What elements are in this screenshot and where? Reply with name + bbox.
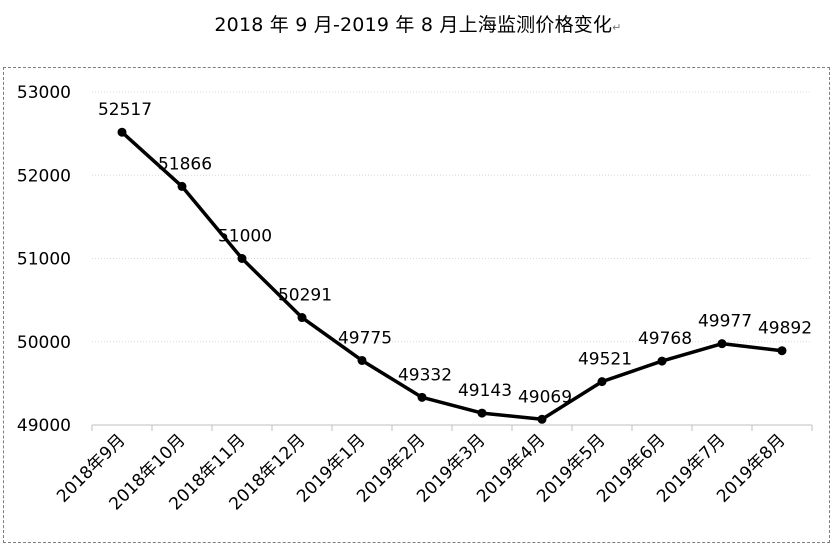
data-point xyxy=(117,127,127,137)
series-points xyxy=(117,127,787,424)
data-label: 50291 xyxy=(278,286,332,306)
y-tick-label: 53000 xyxy=(17,83,71,103)
y-tick-label: 52000 xyxy=(17,166,71,186)
data-label: 49892 xyxy=(758,319,812,339)
x-axis xyxy=(91,424,813,431)
series-line xyxy=(120,130,784,422)
y-axis-ticks: 49000 50000 51000 52000 53000 xyxy=(17,83,71,436)
data-label: 49069 xyxy=(518,387,572,407)
x-axis-ticks: 2018年9月2018年10月2018年11月2018年12月2019年1月20… xyxy=(53,430,789,514)
y-tick-label: 51000 xyxy=(17,250,71,270)
data-point xyxy=(177,181,187,191)
data-point xyxy=(597,377,607,387)
data-point xyxy=(657,356,667,366)
data-label: 49143 xyxy=(458,381,512,401)
data-point xyxy=(357,355,367,365)
data-label: 49521 xyxy=(578,350,632,370)
chart-title: 2018 年 9 月-2019 年 8 月上海监测价格变化↵ xyxy=(0,10,836,37)
data-labels: 52517 51866 51000 50291 49775 49332 49143 49069… xyxy=(98,100,812,407)
data-point xyxy=(537,414,547,424)
y-tick-label: 49000 xyxy=(17,416,71,436)
chart-title-text: 2018 年 9 月-2019 年 8 月上海监测价格变化 xyxy=(214,14,613,36)
title-return-mark: ↵ xyxy=(612,21,622,34)
data-label: 49775 xyxy=(338,328,392,348)
data-label: 51000 xyxy=(218,227,272,247)
data-label: 49977 xyxy=(698,312,752,332)
chart-frame xyxy=(3,67,830,543)
y-tick-label: 50000 xyxy=(17,333,71,353)
data-point xyxy=(717,339,727,349)
gridlines xyxy=(92,91,812,343)
data-point xyxy=(237,254,247,263)
data-point xyxy=(777,346,787,356)
data-point xyxy=(417,392,427,402)
series-polyline xyxy=(120,130,784,422)
data-label: 51866 xyxy=(158,154,212,174)
data-label: 49768 xyxy=(638,329,692,349)
data-point xyxy=(297,313,307,323)
data-point xyxy=(477,408,487,418)
data-label: 49332 xyxy=(398,365,452,385)
data-label: 52517 xyxy=(98,100,152,120)
